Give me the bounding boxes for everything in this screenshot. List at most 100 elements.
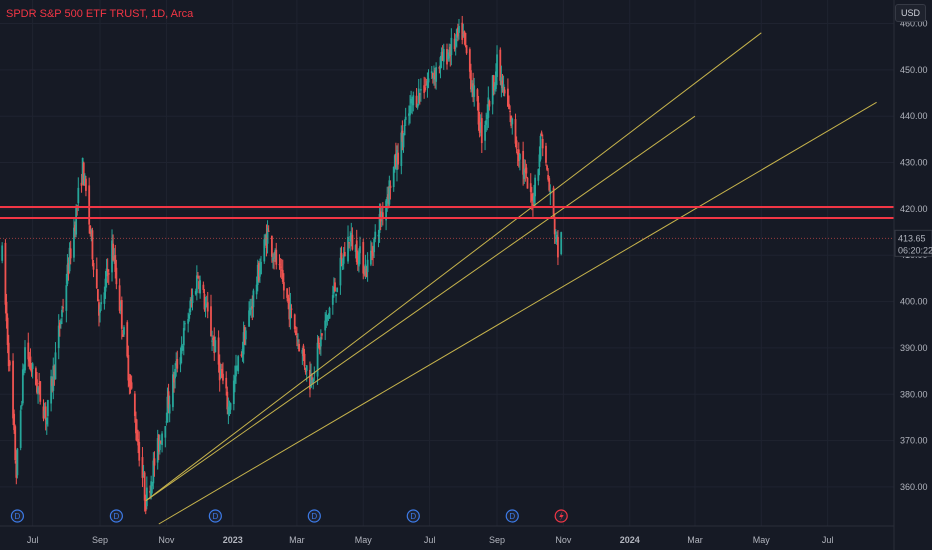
candle-body xyxy=(486,114,489,120)
candle-body xyxy=(537,169,540,181)
candle-body xyxy=(129,381,132,385)
candle-body xyxy=(331,295,334,305)
candle-body xyxy=(470,70,472,90)
candle-body xyxy=(123,327,125,335)
candle-body xyxy=(540,132,543,136)
candle-body xyxy=(183,323,186,325)
candle-body xyxy=(103,292,106,304)
dividend-marker-letter: D xyxy=(212,512,218,521)
candle-body xyxy=(479,122,482,130)
candle-body xyxy=(210,306,212,337)
x-tick-label: Jul xyxy=(27,535,39,545)
candle-body xyxy=(441,51,444,61)
y-tick-label: 370.00 xyxy=(900,436,928,446)
candle-body xyxy=(158,440,161,451)
trend-lines[interactable] xyxy=(145,32,877,525)
x-tick-label: May xyxy=(355,535,373,545)
candle-body xyxy=(198,281,200,289)
candle-body xyxy=(296,336,298,338)
candle-body xyxy=(219,370,222,377)
candle-body xyxy=(24,347,26,371)
x-tick-label: Jul xyxy=(424,535,436,545)
candle-body xyxy=(68,247,71,272)
candle-body xyxy=(400,132,403,166)
candle-body xyxy=(430,71,433,74)
chart-title: SPDR S&P 500 ETF TRUST, 1D, Arca xyxy=(6,8,194,20)
candle-body xyxy=(372,247,374,256)
dividend-marker-icon[interactable] xyxy=(208,509,222,523)
candle-body xyxy=(480,118,483,144)
candle-body xyxy=(426,81,429,88)
candle-body xyxy=(374,231,377,240)
candle-body xyxy=(157,434,160,452)
candle-body xyxy=(21,369,24,404)
dividend-marker-icon[interactable] xyxy=(307,509,321,523)
candle-body xyxy=(213,336,216,354)
y-tick-label: 420.00 xyxy=(900,204,928,214)
candle-body xyxy=(424,87,427,90)
candle-body xyxy=(149,490,151,493)
y-tick-label: 430.00 xyxy=(900,158,928,168)
candle-body xyxy=(195,275,198,293)
candle-body xyxy=(510,115,513,126)
candle-body xyxy=(450,37,453,56)
candle-body xyxy=(180,345,183,354)
candle-body xyxy=(151,483,154,487)
candle-body xyxy=(259,270,261,277)
candle-body xyxy=(189,300,192,313)
candle-body xyxy=(113,255,116,257)
dividend-marker-icon[interactable] xyxy=(505,509,519,523)
x-tick-label: Sep xyxy=(92,535,108,545)
candle-body xyxy=(404,116,407,120)
candle-body xyxy=(237,356,240,372)
candle-body xyxy=(270,235,273,257)
candle-body xyxy=(43,410,46,416)
candle-body xyxy=(288,298,291,320)
candle-body xyxy=(500,77,503,86)
candle-body xyxy=(156,438,159,463)
candle-body xyxy=(272,257,274,262)
x-tick-label: Jul xyxy=(822,535,834,545)
horizontal-levels[interactable]: 420.42418.03 xyxy=(0,199,932,225)
candle-body xyxy=(386,196,389,204)
candle-body xyxy=(409,106,411,116)
candle-body xyxy=(88,185,91,225)
candle-body xyxy=(334,282,336,292)
dividend-marker-icon[interactable] xyxy=(10,509,25,523)
candle-body xyxy=(464,32,467,46)
price-axis-panel xyxy=(894,0,932,550)
candle-body xyxy=(324,320,327,331)
dividend-marker-letter: D xyxy=(113,512,119,521)
candle-body xyxy=(135,418,137,434)
candle-body xyxy=(144,495,147,512)
candle-body xyxy=(228,407,231,412)
currency-button[interactable]: USD xyxy=(894,4,926,22)
candle-body xyxy=(302,345,305,357)
dividend-marker-icon[interactable] xyxy=(406,509,420,523)
candle-body xyxy=(92,263,95,270)
candle-body xyxy=(168,404,171,414)
candle-body xyxy=(493,86,496,90)
dividend-marker-icon[interactable] xyxy=(109,509,123,523)
candle-body xyxy=(458,26,460,33)
candle-body xyxy=(266,228,269,244)
candle-body xyxy=(388,180,391,205)
candle-body xyxy=(293,314,296,330)
candle-body xyxy=(89,225,92,234)
candle-body xyxy=(553,217,556,235)
candle-body xyxy=(438,67,441,69)
candle-body xyxy=(153,458,156,466)
candle-body xyxy=(251,306,254,309)
candle-body xyxy=(517,149,520,162)
x-tick-label: 2023 xyxy=(223,535,243,545)
candle-body xyxy=(336,287,339,292)
trend-line xyxy=(145,32,762,502)
candle-body xyxy=(552,187,555,215)
candle-body xyxy=(449,47,452,57)
candle-body xyxy=(440,52,443,62)
candle-body xyxy=(166,396,169,423)
y-tick-label: 450.00 xyxy=(900,65,928,75)
last-price-bg xyxy=(894,229,932,257)
